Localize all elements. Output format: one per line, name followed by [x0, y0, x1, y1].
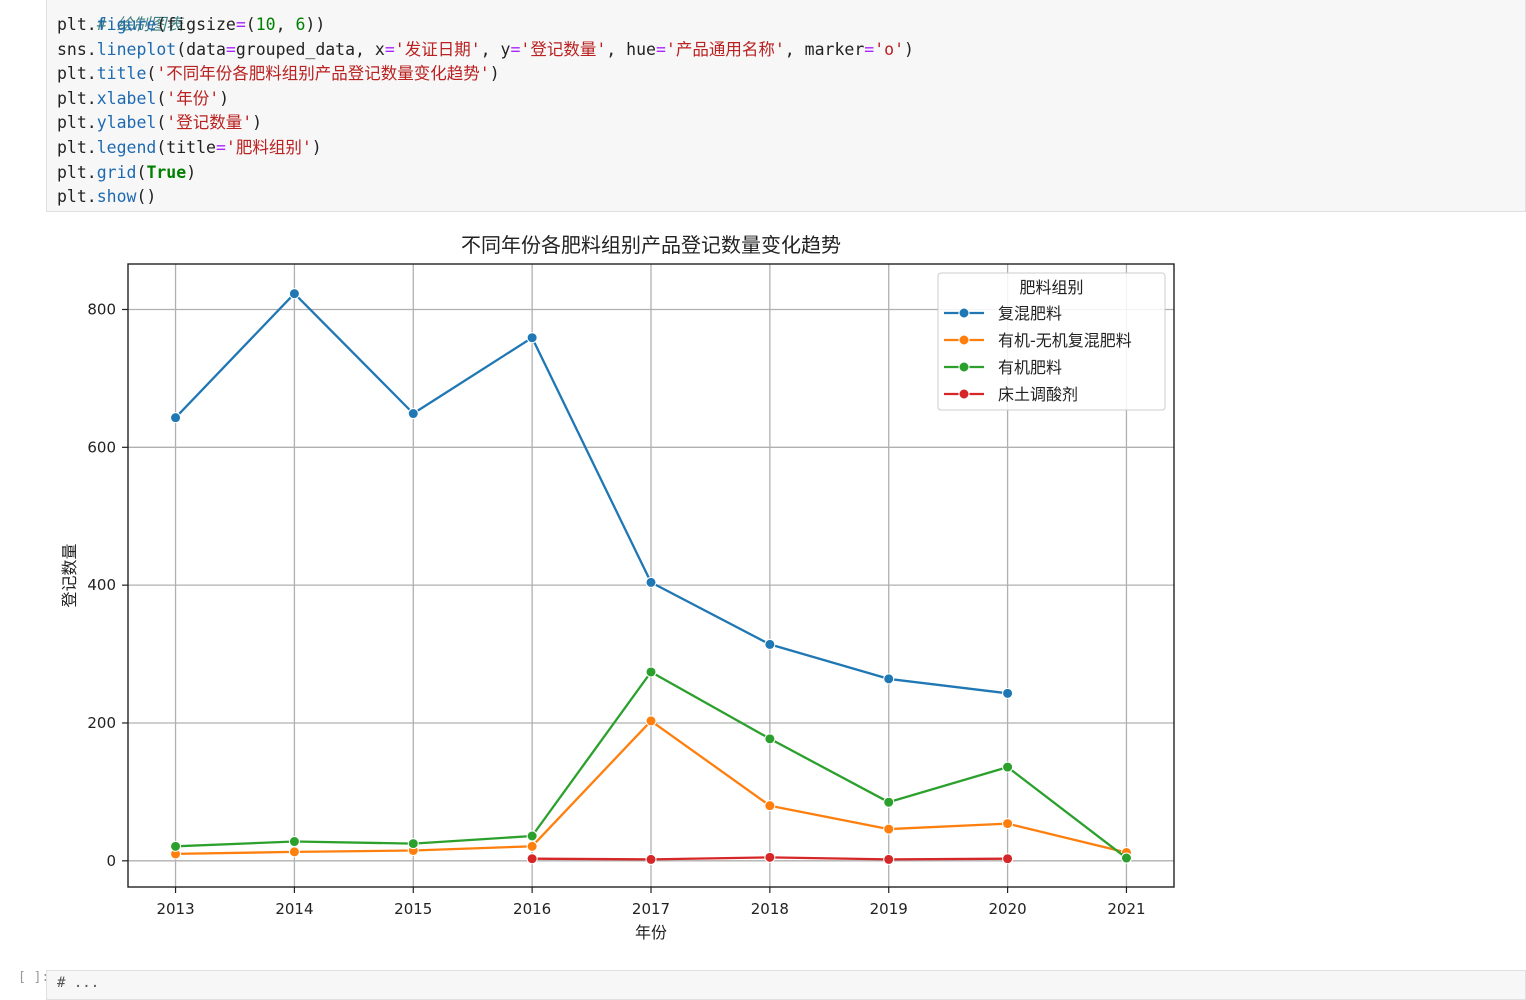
x-tick-label: 2013: [156, 900, 194, 918]
x-tick-label: 2021: [1107, 900, 1145, 918]
y-tick-label: 800: [87, 300, 116, 318]
x-tick-label: 2015: [394, 900, 432, 918]
data-point: [884, 797, 894, 807]
data-point: [765, 852, 775, 862]
x-tick-label: 2020: [988, 900, 1026, 918]
legend-swatch-marker: [959, 362, 969, 372]
legend-swatch-marker: [959, 389, 969, 399]
data-point: [289, 837, 299, 847]
y-tick-label: 400: [87, 576, 116, 594]
next-cell-prompt: [ ]:: [18, 970, 49, 985]
next-code-cell[interactable]: # ...: [46, 970, 1526, 1000]
data-point: [1121, 853, 1131, 863]
data-point: [527, 841, 537, 851]
data-point: [646, 667, 656, 677]
legend-label: 有机-无机复混肥料: [998, 331, 1132, 350]
data-point: [527, 831, 537, 841]
data-point: [408, 409, 418, 419]
y-tick-label: 200: [87, 714, 116, 732]
data-point: [171, 413, 181, 423]
legend-label: 有机肥料: [998, 358, 1062, 377]
x-tick-label: 2019: [870, 900, 908, 918]
data-point: [1003, 688, 1013, 698]
data-point: [527, 333, 537, 343]
data-point: [289, 289, 299, 299]
data-point: [1003, 762, 1013, 772]
series-line: [176, 294, 1008, 694]
y-tick-label: 600: [87, 438, 116, 456]
next-cell-code: # ...: [57, 975, 99, 991]
y-tick-label: 0: [106, 852, 116, 870]
data-point: [527, 854, 537, 864]
data-point: [884, 674, 894, 684]
chart-title: 不同年份各肥料组别产品登记数量变化趋势: [461, 233, 841, 257]
y-axis-label: 登记数量: [60, 543, 79, 607]
data-point: [171, 841, 181, 851]
data-point: [646, 854, 656, 864]
x-tick-label: 2016: [513, 900, 551, 918]
x-axis-label: 年份: [635, 923, 667, 942]
data-point: [289, 847, 299, 857]
legend-swatch-marker: [959, 308, 969, 318]
data-point: [765, 639, 775, 649]
data-point: [646, 577, 656, 587]
x-tick-label: 2014: [275, 900, 313, 918]
legend-title: 肥料组别: [1019, 278, 1083, 297]
x-tick-label: 2018: [751, 900, 789, 918]
data-point: [646, 716, 656, 726]
data-point: [765, 801, 775, 811]
legend-label: 床土调酸剂: [998, 385, 1078, 404]
data-point: [1003, 854, 1013, 864]
data-point: [408, 839, 418, 849]
x-tick-label: 2017: [632, 900, 670, 918]
data-point: [884, 824, 894, 834]
data-point: [765, 734, 775, 744]
data-point: [884, 854, 894, 864]
legend-label: 复混肥料: [998, 304, 1062, 323]
legend-swatch-marker: [959, 335, 969, 345]
data-point: [1003, 819, 1013, 829]
